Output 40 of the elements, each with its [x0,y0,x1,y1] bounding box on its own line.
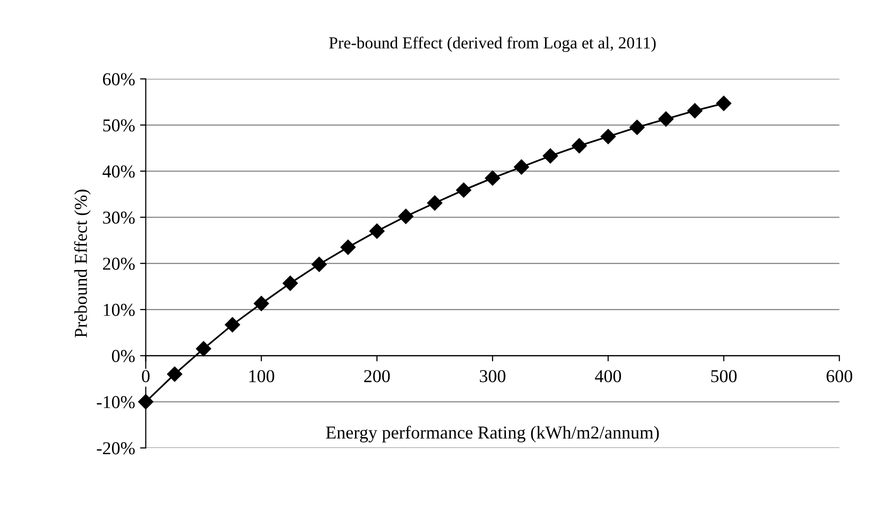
y-tick-label: 40% [102,165,135,178]
point [687,103,702,118]
x-tick-label: 100 [249,370,274,382]
point [224,317,240,332]
point [542,148,558,164]
point [629,120,645,135]
y-tick-label: 50% [103,119,135,132]
y-tick-label: 60% [103,73,135,86]
x-tick-label: 300 [480,370,506,382]
point [196,341,212,356]
point [456,182,472,198]
point [138,394,154,410]
x-axis-title: Energy performance Rating (kWh/m2/annum) [326,426,659,442]
y-axis-title: Prebound Effect (%) [74,190,91,338]
y-tick-label: -20% [96,442,135,454]
point [427,195,442,211]
point [716,96,732,111]
point [167,366,182,382]
y-tick-label: 30% [103,212,135,224]
point [282,276,298,291]
point [254,296,269,312]
x-tick-label: 0 [142,370,150,382]
point [484,170,500,186]
x-tick-label: 500 [711,370,737,382]
point [658,111,674,127]
point [312,256,327,272]
point [514,159,530,175]
point [600,128,616,144]
y-tick-label: 0% [112,350,135,362]
x-tick-label: 400 [594,370,622,382]
point [369,224,385,239]
point [572,138,587,154]
point [340,240,356,255]
x-tick-label: 200 [364,370,390,382]
y-tick-label: 10% [104,304,135,316]
chart-title: Pre-bound Effect (derived from Loga et al, 2011) [329,36,656,52]
y-tick-label: 20% [103,258,135,270]
point [398,208,414,224]
x-tick-label: 600 [826,370,852,382]
y-tick-label: -10% [96,396,135,408]
